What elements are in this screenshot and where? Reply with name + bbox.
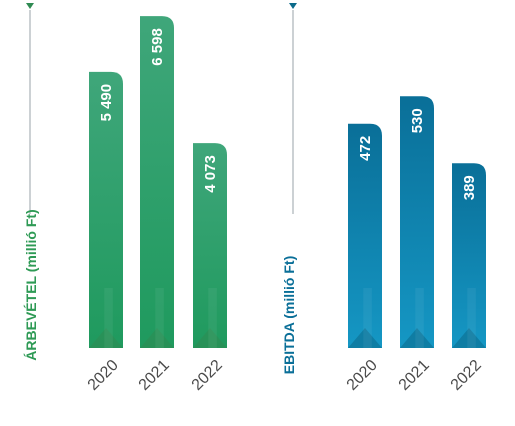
ebitda-value-label-2022: 389	[461, 175, 478, 200]
revenue-value-label-2020: 5 490	[98, 84, 115, 122]
revenue-y-axis-title: ÁRBEVÉTEL (millió Ft)	[23, 209, 39, 360]
ebitda-axis-line	[289, 3, 297, 214]
ebitda-bars	[348, 96, 486, 348]
revenue-value-label-2022: 4 073	[202, 155, 219, 193]
ebitda-chart-svg: 472 530 389 2020 2021 2022 EBITDA (millió Ft…	[281, 3, 486, 394]
revenue-axis-marker	[26, 3, 34, 9]
ebitda-axis-marker	[289, 3, 297, 9]
revenue-bar-2022	[193, 143, 227, 348]
revenue-x-tick-2022: 2022	[189, 357, 226, 394]
revenue-bar-2020	[89, 71, 123, 349]
revenue-x-ticks: 2020 2021 2022	[85, 357, 226, 394]
revenue-axis-line	[26, 3, 34, 214]
revenue-x-tick-2020: 2020	[85, 357, 122, 394]
ebitda-value-label-2020: 472	[357, 136, 374, 161]
revenue-bars	[89, 16, 227, 349]
revenue-value-labels: 5 490 6 598 4 073	[98, 28, 219, 193]
ebitda-chart: 472 530 389 2020 2021 2022 EBITDA (millió Ft…	[258, 0, 515, 426]
revenue-chart: 5 490 6 598 4 073 2020 2021 2022 ÁRBEVÉTEL (…	[23, 3, 227, 394]
ebitda-x-tick-2021: 2021	[396, 357, 433, 394]
ebitda-x-ticks: 2020 2021 2022	[344, 357, 485, 394]
ebitda-value-label-2021: 530	[409, 108, 426, 133]
ebitda-bar-2022	[452, 163, 486, 348]
revenue-chart-svg: 5 490 6 598 4 073 2020 2021 2022 ÁRBEVÉTEL (…	[23, 3, 227, 394]
ebitda-x-tick-2020: 2020	[344, 357, 381, 394]
ebitda-bar-2020	[348, 123, 382, 348]
ebitda-x-tick-2022: 2022	[448, 357, 485, 394]
ebitda-bar-2021	[400, 96, 434, 348]
revenue-value-label-2021: 6 598	[149, 28, 166, 66]
revenue-x-tick-2021: 2021	[136, 357, 173, 394]
ebitda-y-axis-title: EBITDA (millió Ft)	[281, 256, 297, 374]
revenue-bar-2021	[140, 16, 174, 348]
ebitda-value-labels: 472 530 389	[357, 108, 478, 200]
